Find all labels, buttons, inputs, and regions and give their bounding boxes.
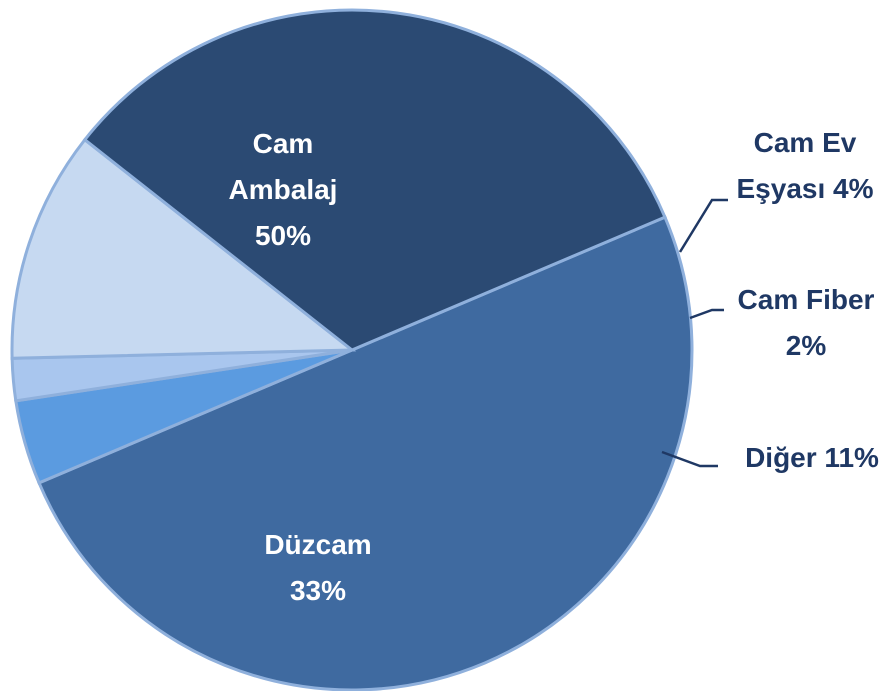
leader-line — [689, 308, 724, 320]
category-label: Düzcam — [264, 529, 372, 560]
value-label: 50% — [254, 220, 312, 251]
category-label: Cam Fiber — [737, 284, 875, 315]
leader-line — [678, 198, 728, 253]
value-label: 11% — [824, 442, 879, 473]
data-label: Diğer 11% — [745, 435, 879, 481]
data-label: Cam Fiber 2% — [726, 277, 886, 369]
category-label: Cam Ev Eşyası — [736, 127, 857, 204]
pie-slice — [82, 8, 667, 352]
data-label: Cam Ambalaj 50% — [213, 121, 353, 259]
value-label: 33% — [289, 575, 347, 606]
data-label: Düzcam 33% — [248, 522, 388, 614]
pie-slice — [37, 215, 694, 691]
leader-line — [661, 450, 718, 468]
value-label: 2% — [785, 330, 827, 361]
pie-slice — [10, 137, 357, 360]
category-label: Diğer — [745, 442, 817, 473]
slices — [10, 8, 694, 691]
value-label: 4% — [833, 173, 874, 204]
data-label: Cam Ev Eşyası 4% — [725, 120, 885, 212]
leader-lines — [661, 198, 728, 468]
category-label: Cam Ambalaj — [228, 128, 338, 205]
